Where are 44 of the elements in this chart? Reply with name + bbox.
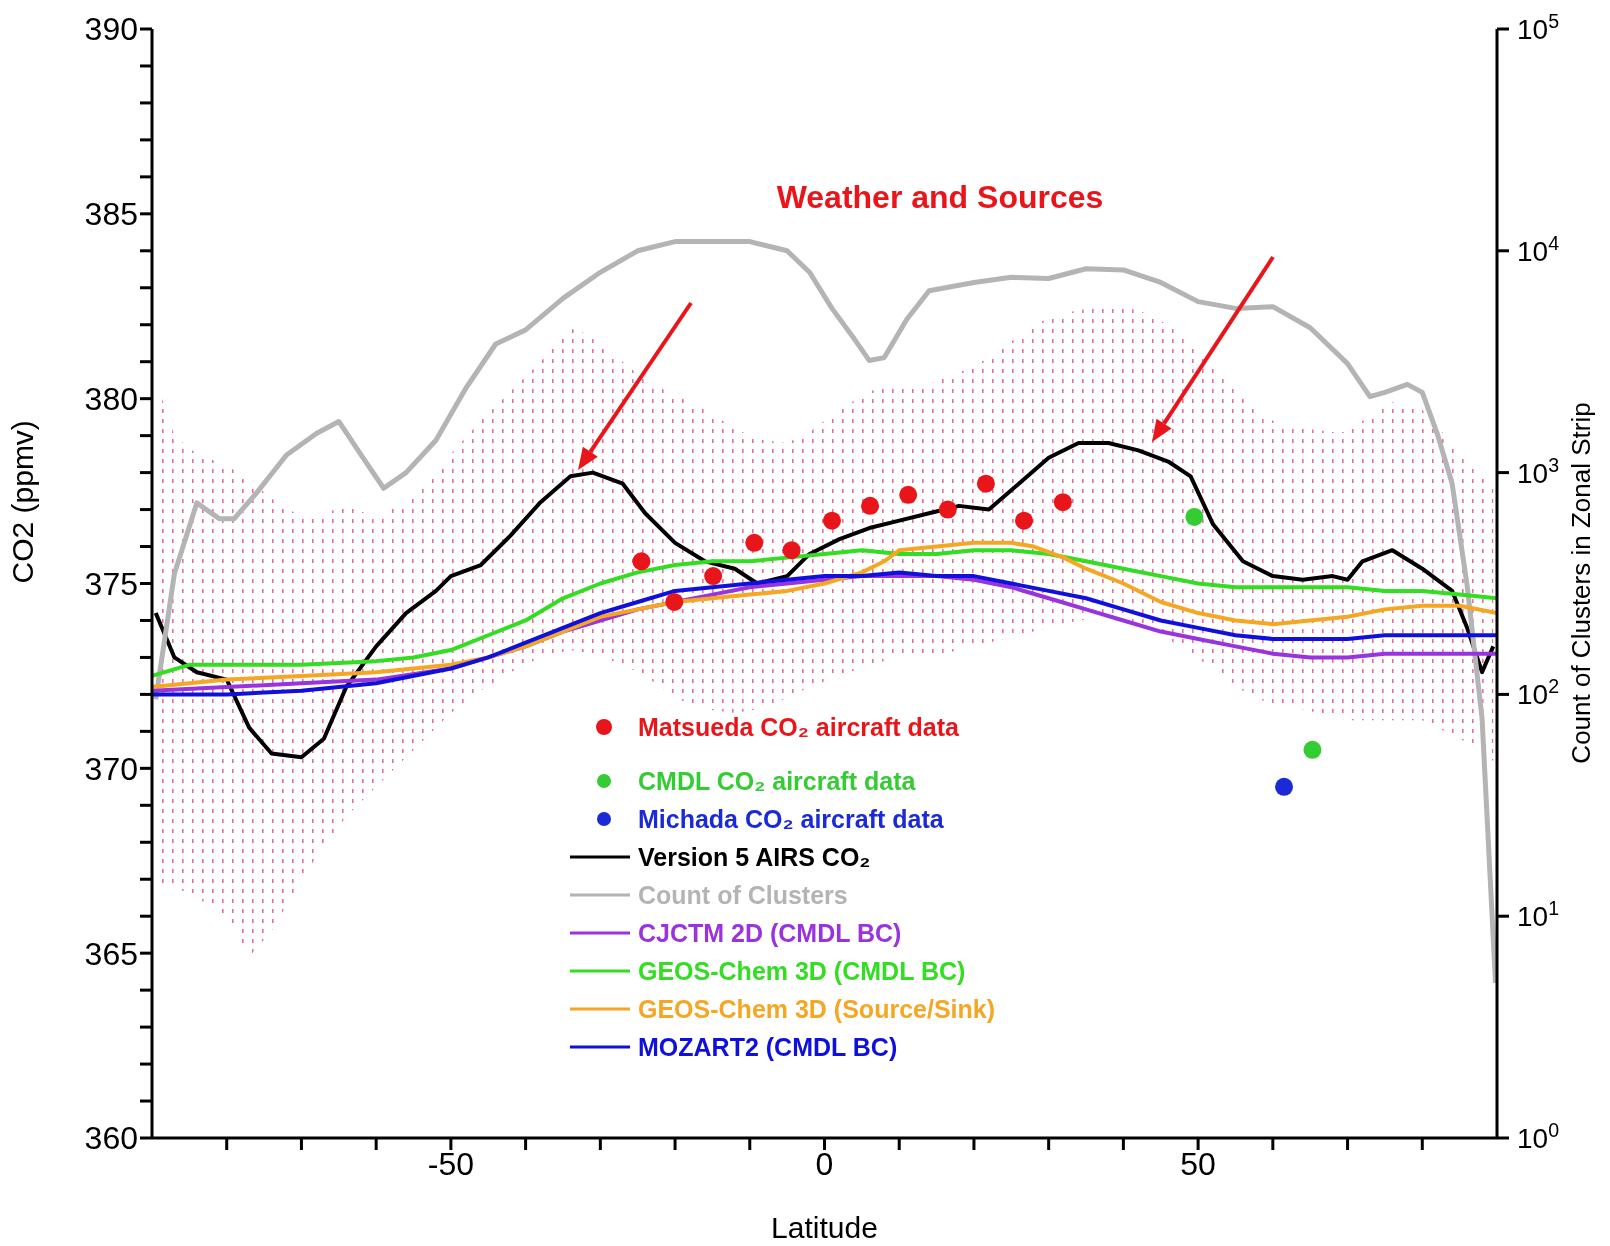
y-tick-label: 360 bbox=[84, 1120, 138, 1157]
y-tick-label: 370 bbox=[84, 750, 138, 787]
y2-tick-label: 10$^{3}$ bbox=[1517, 453, 1560, 489]
y2-tick-label: 10$^{4}$ bbox=[1517, 231, 1560, 267]
point bbox=[1275, 777, 1294, 796]
point bbox=[632, 552, 651, 571]
annotation: Weather and Sources bbox=[776, 179, 1104, 215]
point bbox=[1053, 493, 1072, 512]
y2-tick-label: 10$^{0}$ bbox=[1517, 1119, 1560, 1154]
y-axis-title: CO2 (ppmv) bbox=[5, 420, 39, 584]
y-tick-label: 380 bbox=[84, 381, 138, 418]
legend-label: Count of Clusters bbox=[638, 880, 848, 910]
point bbox=[1303, 740, 1322, 759]
x-tick-label: -50 bbox=[427, 1145, 475, 1182]
point bbox=[899, 485, 918, 504]
y-tick-label: 390 bbox=[84, 11, 138, 48]
y2-tick-label: 10$^{2}$ bbox=[1517, 675, 1560, 711]
x-tick-label: 50 bbox=[1180, 1145, 1216, 1182]
legend-label: Michada CO₂ aircraft data bbox=[638, 804, 944, 834]
y-tick-label: 365 bbox=[84, 935, 138, 972]
legend-label: CJCTM 2D (CMDL BC) bbox=[638, 918, 902, 948]
legend-label: Version 5 AIRS CO₂ bbox=[638, 842, 871, 872]
point bbox=[1185, 507, 1204, 526]
legend-label: MOZART2 (CMDL BC) bbox=[638, 1032, 898, 1062]
point bbox=[938, 500, 957, 519]
point bbox=[861, 496, 880, 515]
point bbox=[665, 592, 684, 611]
point bbox=[1015, 511, 1034, 530]
point bbox=[976, 474, 995, 493]
y2-axis-title: Count of Clusters in Zonal Strip bbox=[1566, 402, 1596, 764]
legend-label: CMDL CO₂ aircraft data bbox=[638, 766, 916, 796]
y-tick-label: 375 bbox=[84, 565, 138, 602]
point bbox=[745, 533, 764, 552]
y-tick-label: 385 bbox=[84, 196, 138, 233]
point bbox=[782, 541, 801, 560]
y2-tick-label: 10$^{1}$ bbox=[1517, 897, 1560, 933]
legend-label: GEOS-Chem 3D (CMDL BC) bbox=[638, 956, 966, 986]
x-axis-title: Latitude bbox=[771, 1211, 878, 1244]
legend-label: Matsueda CO₂ aircraft data bbox=[638, 712, 959, 742]
point bbox=[704, 567, 723, 586]
point bbox=[822, 511, 841, 530]
y2-tick-label: 10$^{5}$ bbox=[1517, 10, 1560, 45]
x-tick-label: 0 bbox=[815, 1145, 834, 1182]
legend-label: GEOS-Chem 3D (Source/Sink) bbox=[638, 994, 996, 1024]
